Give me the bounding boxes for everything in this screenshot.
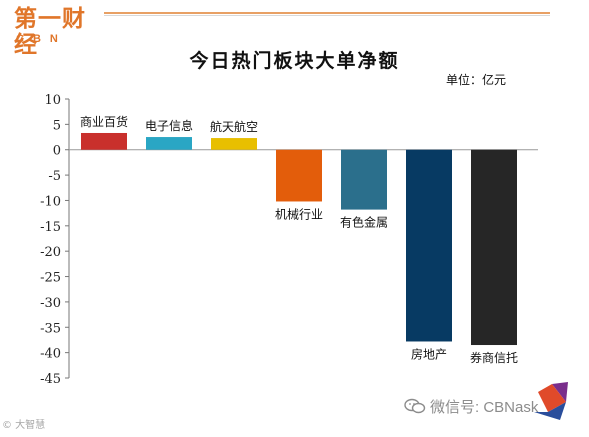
y-tick-label: -5 <box>48 169 61 184</box>
bar <box>146 137 192 150</box>
y-tick-label: 0 <box>53 144 61 159</box>
logo-text: 第一财经 <box>14 6 86 58</box>
y-tick-label: -35 <box>40 321 61 336</box>
chart-title: 今日热门板块大单净额 <box>189 50 400 72</box>
source-watermark: © 大智慧 <box>2 420 46 431</box>
wechat-icon <box>404 398 426 414</box>
category-label: 机械行业 <box>275 206 323 221</box>
y-tick-label: 10 <box>44 93 61 108</box>
header-rule-secondary <box>104 15 550 16</box>
y-tick-label: -15 <box>40 220 61 235</box>
y-tick-label: -10 <box>40 194 61 209</box>
wechat-text: 微信号: CBNask <box>430 399 539 416</box>
category-label: 有色金属 <box>340 215 388 230</box>
unit-label: 单位：亿元 <box>446 73 507 87</box>
y-tick-label: 5 <box>53 118 61 133</box>
bar <box>211 138 257 150</box>
wechat-account: 微信号: CBNask <box>404 396 538 417</box>
bars <box>81 132 517 346</box>
y-tick-label: -20 <box>40 245 61 260</box>
y-tick-label: -25 <box>40 271 61 286</box>
cbn-logo: 第一财经 CBN <box>14 6 106 58</box>
category-label: 电子信息 <box>145 118 193 133</box>
category-label: 商业百货 <box>80 114 128 129</box>
y-tick-label: -30 <box>40 296 61 311</box>
bar <box>471 149 517 346</box>
bar <box>341 149 387 210</box>
bar <box>406 149 452 342</box>
category-label: 券商信托 <box>470 350 518 365</box>
header-rule <box>104 12 550 14</box>
category-label: 航天航空 <box>210 119 258 134</box>
y-tick-label: -40 <box>40 347 61 362</box>
y-tick-label: -45 <box>40 372 61 387</box>
bar <box>276 149 322 202</box>
bar <box>81 132 127 150</box>
logo-subtext: CBN <box>16 33 67 45</box>
category-label: 房地产 <box>411 346 447 361</box>
corner-decoration <box>534 382 568 420</box>
